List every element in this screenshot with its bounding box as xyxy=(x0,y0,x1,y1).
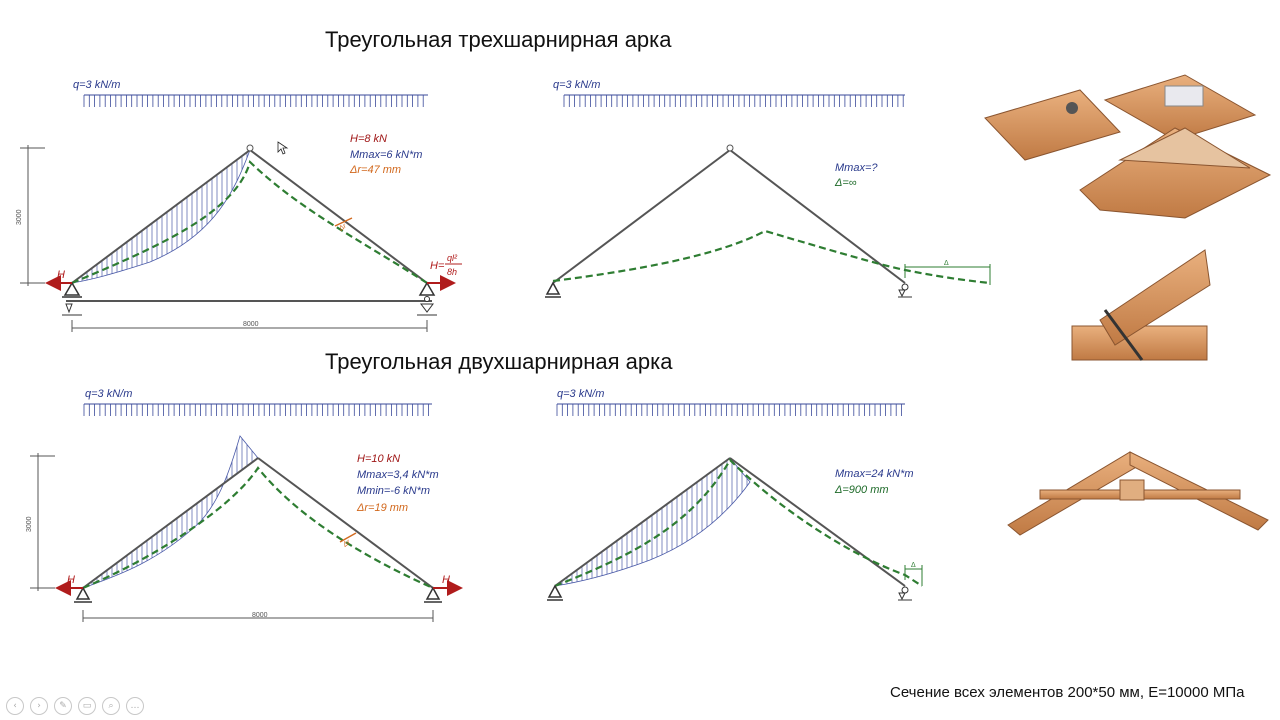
reaction-formula-num: ql² xyxy=(447,253,458,263)
support-right xyxy=(418,281,436,296)
zoom-icon[interactable]: ⌕ xyxy=(102,697,120,715)
pen-icon[interactable]: ✎ xyxy=(54,697,72,715)
panel-three-hinged-tie: 3000 8000 Δr H H= ql² 8h xyxy=(16,141,462,332)
reaction-label-right: H xyxy=(442,574,450,586)
panel1-moment: Mmax=6 kN*m xyxy=(350,149,423,161)
load-label-1: q=3 kN/m xyxy=(73,79,121,91)
deflection-marker: Δr xyxy=(341,538,352,549)
panel3-thrust: H=10 kN xyxy=(357,453,401,465)
height-label: 3000 xyxy=(26,516,33,532)
load-label-4: q=3 kN/m xyxy=(557,388,605,400)
reaction-label-left: H xyxy=(57,269,65,281)
span-label: 8000 xyxy=(252,612,268,619)
reaction-label-left: H xyxy=(67,574,75,586)
panel2-deflection: Δ=∞ xyxy=(835,177,857,189)
reaction-label-right: H= xyxy=(430,260,445,272)
timber-support-joint-image xyxy=(1071,249,1211,361)
height-label: 3000 xyxy=(16,209,23,225)
panel3-moment-min: Mmin=-6 kN*m xyxy=(357,485,431,497)
reaction-formula-den: 8h xyxy=(447,267,457,277)
displacement-label: Δ xyxy=(944,260,949,267)
support-left xyxy=(75,586,91,600)
panel-three-hinged-no-tie: Δ xyxy=(545,144,991,298)
timber-truss-image xyxy=(1007,451,1269,536)
panel1-thrust: H=8 kN xyxy=(350,133,387,145)
prev-icon[interactable]: ‹ xyxy=(6,697,24,715)
arch-right-member xyxy=(249,149,428,284)
deflected-shape xyxy=(552,229,991,285)
panel3-moment-max: Mmax=3,4 kN*m xyxy=(357,469,439,481)
crown-hinge xyxy=(726,144,734,152)
arch-left-member xyxy=(552,149,731,284)
title-two-hinged: Треугольная двухшарнирная арка xyxy=(325,349,673,374)
slides-icon[interactable]: ▭ xyxy=(78,697,96,715)
panel2-moment: Mmax=? xyxy=(835,162,878,174)
arch-left-member xyxy=(82,457,259,589)
support-right xyxy=(901,586,909,594)
arch-left-member xyxy=(554,457,731,587)
deflected-shape xyxy=(554,458,923,588)
arch-right-member xyxy=(257,457,434,589)
panel4-deflection: Δ=900 mm xyxy=(835,484,889,496)
crown-hinge xyxy=(246,144,254,152)
panel3-deflection: Δr=19 mm xyxy=(357,502,409,514)
title-three-hinged: Треугольная трехшарнирная арка xyxy=(325,27,672,52)
panel-two-hinged-roller: Δ xyxy=(547,457,923,601)
panel4-moment: Mmax=24 kN*m xyxy=(835,468,914,480)
slide-nav: ‹ › ✎ ▭ ⌕ … xyxy=(6,697,144,715)
span-label: 8000 xyxy=(243,321,259,328)
deflected-shape xyxy=(82,466,434,590)
section-note: Сечение всех элементов 200*50 мм, E=1000… xyxy=(890,684,1245,701)
support-right xyxy=(901,283,909,291)
panel1-deflection: Δr=47 mm xyxy=(350,164,402,176)
distributed-loads xyxy=(83,94,905,416)
support-right xyxy=(425,586,441,600)
arch-right-member xyxy=(729,457,906,587)
deflected-shape xyxy=(71,159,428,285)
arch-right-member xyxy=(729,149,906,284)
next-icon[interactable]: › xyxy=(30,697,48,715)
support-left xyxy=(63,281,81,296)
load-label-2: q=3 kN/m xyxy=(553,79,601,91)
displacement-label: Δ xyxy=(911,562,916,569)
support-left xyxy=(547,584,563,598)
panel-two-hinged: 3000 8000 Δr H H xyxy=(26,435,463,622)
more-icon[interactable]: … xyxy=(126,697,144,715)
moment-diagram xyxy=(554,457,751,587)
arch-left-member xyxy=(71,149,251,284)
load-label-3: q=3 kN/m xyxy=(85,388,133,400)
moment-diagram xyxy=(82,435,259,589)
timber-ridge-joint-image xyxy=(984,74,1272,219)
support-left xyxy=(545,281,561,295)
deflection-marker: Δr xyxy=(337,222,348,233)
